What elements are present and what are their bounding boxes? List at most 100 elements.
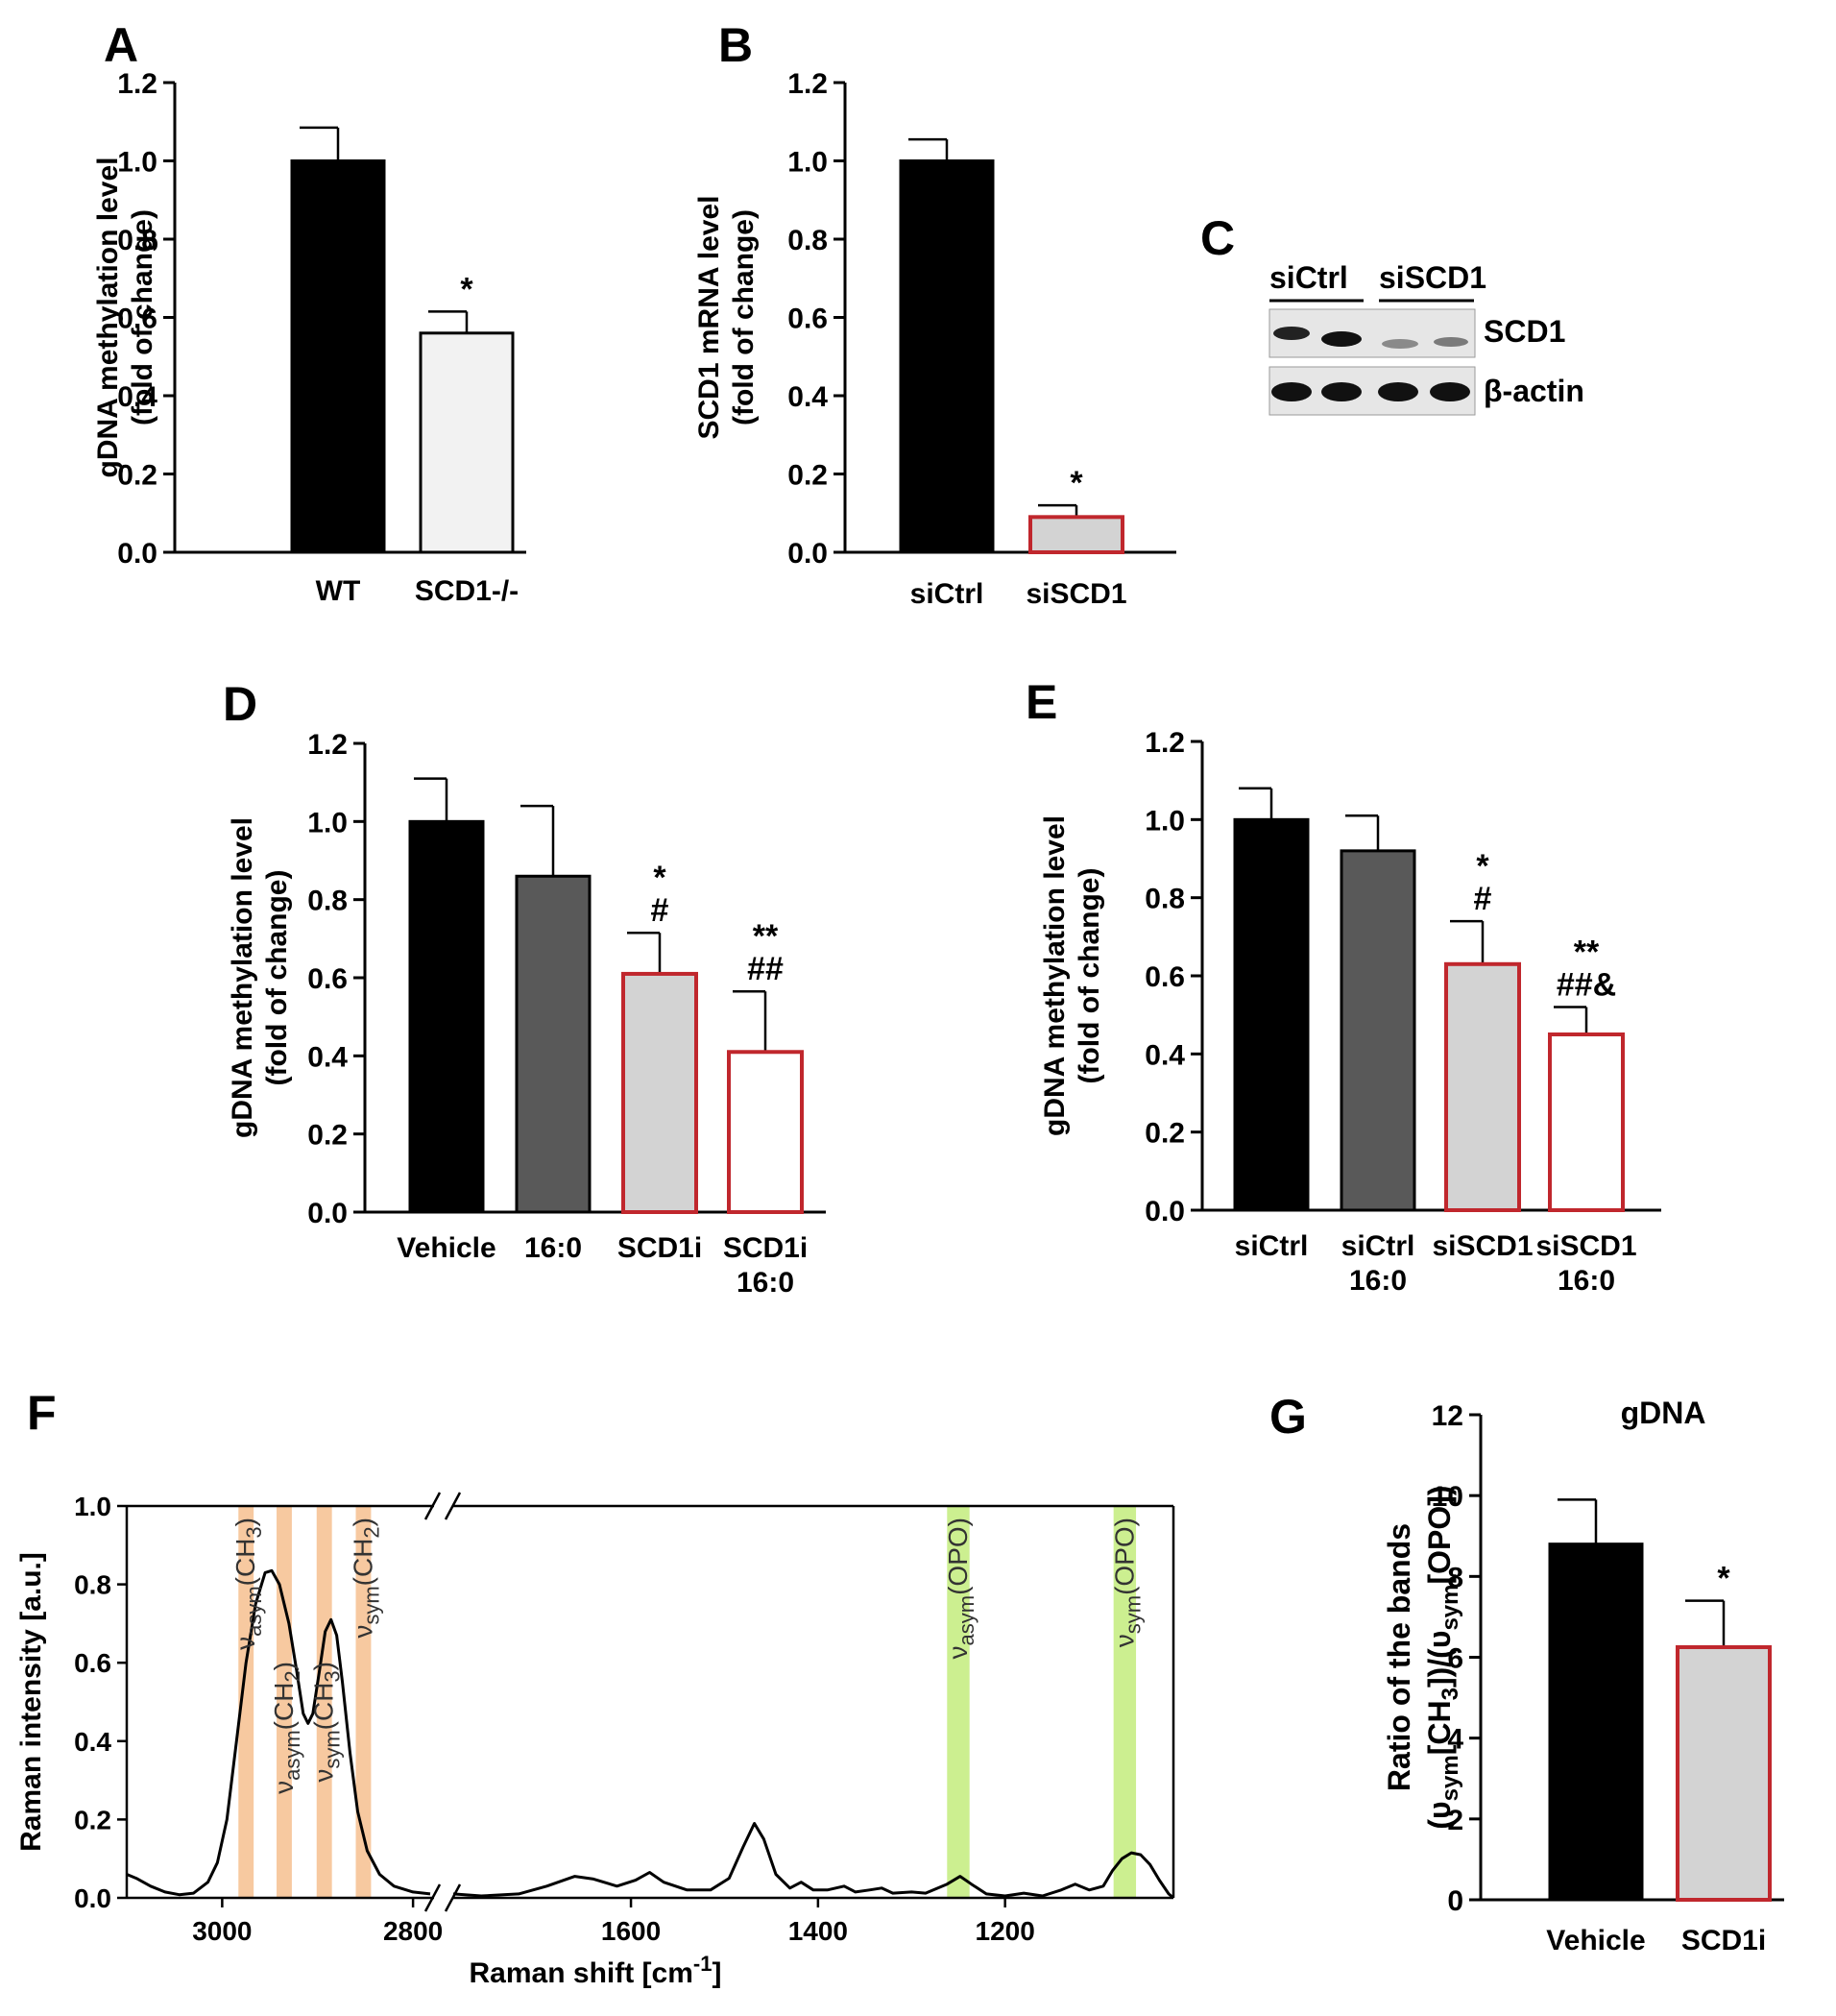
spectrum-line-left bbox=[126, 1568, 431, 1897]
band-label-part: ) bbox=[269, 1662, 299, 1670]
band-label-5: νsym(OPO) bbox=[1109, 1518, 1145, 1647]
x-tick-label-right-2: 1200 bbox=[976, 1916, 1035, 1946]
y-axis-label-1: (fold of change) bbox=[261, 870, 293, 1086]
x-category-label-1-0: siSCD1 bbox=[1026, 578, 1126, 610]
y-tick-label-4: 0.8 bbox=[117, 225, 157, 256]
x-category-label-1-0: SCD1i bbox=[1681, 1925, 1766, 1956]
band-label-sub: sym bbox=[321, 1730, 345, 1768]
bar-1 bbox=[1028, 515, 1124, 555]
panel-letter-a: A bbox=[104, 18, 138, 72]
panel-g: G 0 2 4 6 8 10 12 Vehicle * SCD1i gDNA Ratio of the… bbox=[1269, 1390, 1784, 1956]
y-axis-label-part: [OPO]) bbox=[1422, 1485, 1457, 1584]
band-label-sub: asym bbox=[242, 1586, 266, 1637]
bar-3 bbox=[1548, 1032, 1625, 1212]
axis-break-mark-0a bbox=[423, 1492, 442, 1520]
band-label-part: (CH bbox=[230, 1539, 260, 1587]
band-label-part: ν bbox=[1109, 1634, 1139, 1647]
bar-3 bbox=[727, 1050, 804, 1215]
y-tick-label-2: 0.4 bbox=[787, 381, 828, 413]
bar-0 bbox=[1233, 817, 1310, 1212]
band-1 bbox=[277, 1506, 292, 1898]
significance-label-2-0: * bbox=[653, 860, 666, 896]
y-axis-label: Raman intensity [a.u.] bbox=[15, 1552, 47, 1852]
y-tick-label-1: 0.2 bbox=[117, 460, 157, 492]
y-axis-label-0: gDNA methylation level bbox=[1039, 815, 1071, 1136]
y-tick-label-1: 0.2 bbox=[307, 1120, 348, 1152]
x-category-label-3-0: SCD1i bbox=[723, 1232, 808, 1264]
x-category-label-0-0: Vehicle bbox=[1546, 1925, 1645, 1956]
bar-1 bbox=[515, 874, 592, 1214]
panel-letter-d: D bbox=[223, 677, 257, 731]
band-label-1: νasym(CH2) bbox=[269, 1662, 304, 1794]
significance-label-1-0: * bbox=[1070, 465, 1083, 501]
blot-band-scd1-2 bbox=[1321, 331, 1362, 347]
y-tick-label-6: 1.2 bbox=[1145, 727, 1185, 759]
band-5 bbox=[1113, 1506, 1137, 1898]
y-tick-label-2: 0.4 bbox=[1145, 1039, 1185, 1071]
panel-letter-b: B bbox=[718, 18, 753, 72]
bar-0 bbox=[1548, 1542, 1644, 1902]
y-axis-label-0: gDNA methylation level bbox=[227, 817, 258, 1138]
significance-label-2-1: # bbox=[1474, 881, 1492, 917]
y-tick-label-1: 0.2 bbox=[787, 460, 828, 492]
y-tick-label-4: 0.8 bbox=[787, 225, 828, 256]
y-tick-label-5: 1.0 bbox=[74, 1492, 111, 1521]
band-4 bbox=[947, 1506, 970, 1898]
x-axis-label-part: Raman shift [cm bbox=[470, 1957, 693, 1989]
x-category-label-1-0: siCtrl bbox=[1341, 1230, 1415, 1262]
significance-label-1-0: * bbox=[460, 271, 473, 307]
x-category-label-2-0: SCD1i bbox=[617, 1232, 702, 1264]
y-tick-label-2: 4 bbox=[1447, 1724, 1463, 1756]
x-axis-label: Raman shift [cm-1] bbox=[470, 1952, 722, 1989]
significance-label-3-1: ##& bbox=[1557, 967, 1616, 1004]
band-label-part: ) bbox=[309, 1662, 339, 1670]
spectrum-line-right bbox=[452, 1822, 1174, 1900]
x-category-label-0-0: Vehicle bbox=[397, 1232, 495, 1264]
blot-band-actin-1 bbox=[1271, 382, 1312, 401]
bar-0 bbox=[290, 159, 386, 554]
x-category-label-1-0: 16:0 bbox=[524, 1232, 582, 1264]
band-label-part: (CH bbox=[309, 1683, 339, 1731]
y-tick-label-1: 0.2 bbox=[1145, 1118, 1185, 1150]
y-tick-label-0: 0.0 bbox=[117, 538, 157, 570]
y-tick-label-6: 1.2 bbox=[307, 729, 348, 761]
axis-break-mark-1b bbox=[444, 1883, 462, 1912]
x-category-label-2-0: siSCD1 bbox=[1432, 1230, 1533, 1262]
band-label-2: νsym(CH3) bbox=[309, 1662, 345, 1783]
y-axis-label-0: SCD1 mRNA level bbox=[693, 196, 725, 440]
band-label-part: ν bbox=[269, 1781, 299, 1794]
blot-band-scd1-3 bbox=[1382, 339, 1418, 349]
y-tick-label-0: 0 bbox=[1447, 1885, 1463, 1917]
panel-d: D 0.0 0.2 0.4 0.6 0.8 1.0 1.2 Vehicle 16:0 *# SCD1… bbox=[223, 677, 826, 1299]
blot-band-label-actin: β-actin bbox=[1484, 374, 1584, 408]
y-axis-label-sub: sym bbox=[1437, 1585, 1463, 1631]
band-label-part: ν bbox=[943, 1645, 973, 1659]
blot-band-actin-2 bbox=[1321, 382, 1362, 401]
y-tick-label-1: 2 bbox=[1447, 1805, 1463, 1836]
x-category-label-1-1: 16:0 bbox=[1349, 1265, 1407, 1297]
x-category-label-0-0: WT bbox=[316, 575, 361, 607]
band-label-part: ) bbox=[943, 1518, 973, 1526]
blot-band-actin-4 bbox=[1430, 382, 1470, 401]
blot-band-scd1-1 bbox=[1273, 327, 1310, 340]
x-tick-label-right-1: 1400 bbox=[788, 1916, 848, 1946]
band-label-sub: 2 bbox=[280, 1670, 304, 1682]
bar-0 bbox=[899, 159, 995, 554]
panel-letter-e: E bbox=[1026, 675, 1057, 729]
y-tick-label-5: 1.0 bbox=[117, 147, 157, 179]
y-tick-label-4: 8 bbox=[1447, 1562, 1463, 1593]
y-axis-label-sub: 3 bbox=[1437, 1688, 1463, 1700]
significance-label-2-1: # bbox=[651, 892, 669, 929]
x-axis-label-sup: -1 bbox=[693, 1952, 713, 1976]
axis-break-mark-1a bbox=[423, 1883, 442, 1912]
y-tick-label-0: 0.0 bbox=[74, 1883, 111, 1913]
band-label-part: ) bbox=[348, 1518, 377, 1526]
x-tick-label-left-0: 3000 bbox=[192, 1916, 252, 1946]
band-label-sub: 3 bbox=[321, 1670, 345, 1682]
blot-label-siscd1: siSCD1 bbox=[1379, 260, 1486, 295]
significance-label-3-0: ** bbox=[1574, 935, 1600, 971]
x-category-label-3-1: 16:0 bbox=[737, 1267, 794, 1299]
x-category-label-3-0: siSCD1 bbox=[1535, 1230, 1636, 1262]
